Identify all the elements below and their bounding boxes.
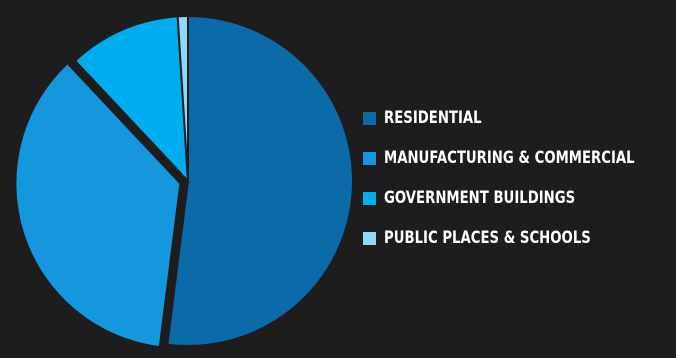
pie-slice-public-places-schools — [176, 14, 189, 182]
pie-chart — [14, 14, 354, 349]
legend-label-residential: Residential — [384, 108, 482, 128]
legend-item-manufacturing-commercial: Manufacturing & Commercial — [363, 148, 676, 168]
legend-item-government-buildings: Government Buildings — [363, 188, 676, 208]
pie-slice-residential — [166, 14, 354, 347]
legend-swatch-manufacturing-commercial — [363, 151, 376, 165]
legend-item-public-places-schools: Public Places & Schools — [363, 228, 676, 248]
chart-legend: Residential Manufacturing & Commercial G… — [363, 108, 676, 268]
legend-label-public-places-schools: Public Places & Schools — [384, 228, 591, 248]
legend-swatch-government-buildings — [363, 191, 376, 205]
legend-label-manufacturing-commercial: Manufacturing & Commercial — [384, 148, 635, 168]
legend-item-residential: Residential — [363, 108, 676, 128]
pie-slice-manufacturing-commercial — [14, 61, 182, 349]
pie-slice-government-buildings — [73, 15, 190, 184]
legend-swatch-residential — [363, 111, 376, 125]
legend-swatch-public-places-schools — [363, 231, 376, 245]
legend-label-government-buildings: Government Buildings — [384, 188, 576, 208]
